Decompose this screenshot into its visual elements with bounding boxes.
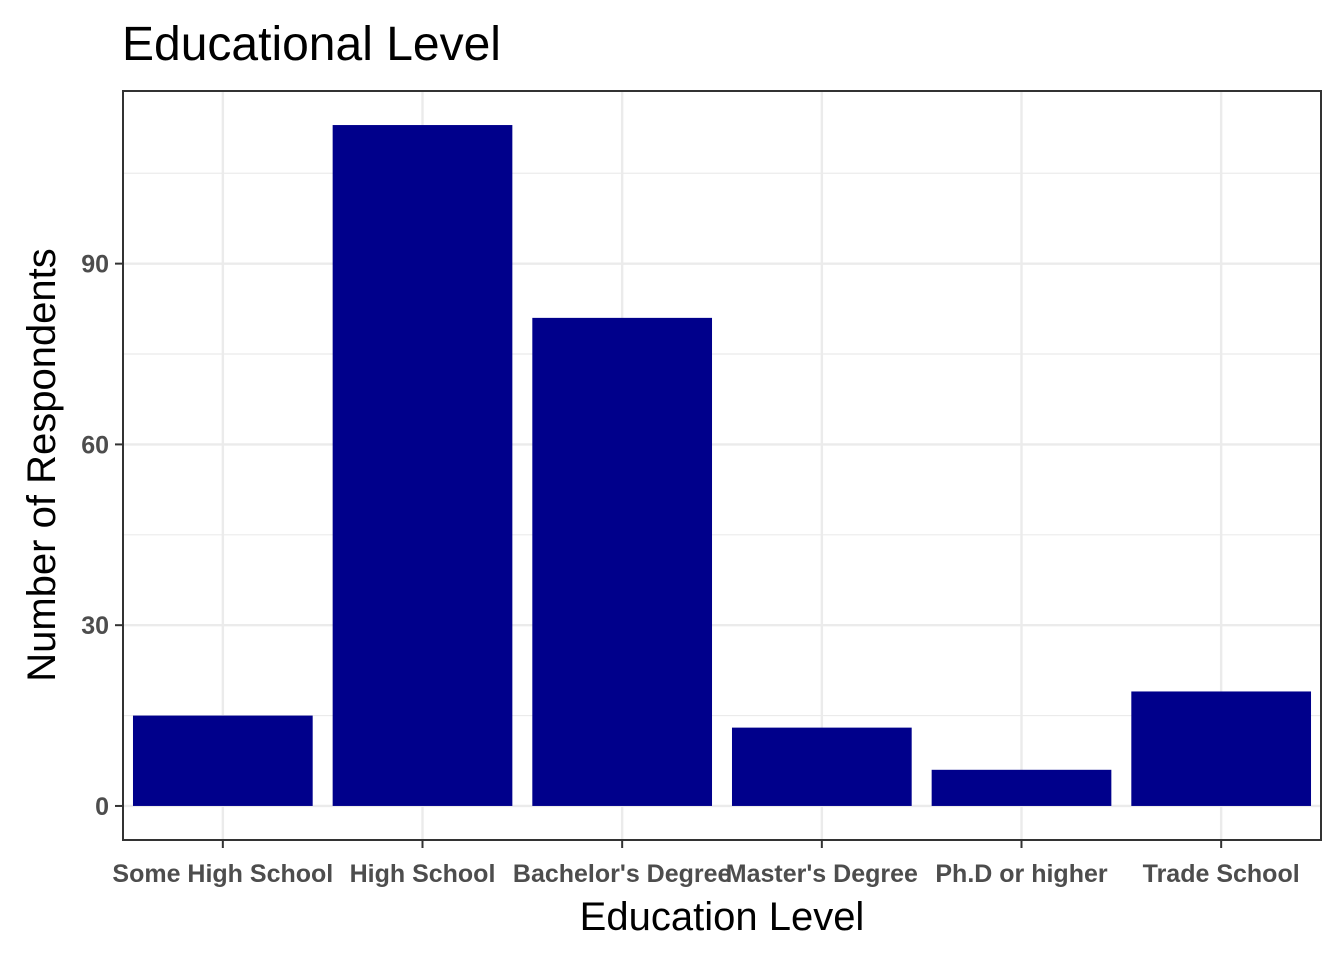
y-tick-label: 0 xyxy=(95,793,109,821)
y-tick-label: 30 xyxy=(81,612,109,640)
x-tick-label: High School xyxy=(350,860,496,888)
y-tick-label: 60 xyxy=(81,431,109,459)
x-tick-label: Some High School xyxy=(112,860,333,888)
bar xyxy=(132,715,313,806)
bar xyxy=(731,727,912,806)
chart-title: Educational Level xyxy=(122,18,501,71)
x-axis-ticks: Some High School High School Bachelor's De… xyxy=(112,840,1300,888)
panel-border xyxy=(122,90,1322,841)
bar xyxy=(332,125,513,806)
bar xyxy=(931,769,1112,806)
x-tick-label: Master's Degree xyxy=(726,860,918,888)
x-tick-label: Ph.D or higher xyxy=(935,860,1108,888)
y-axis-ticks: 0 30 60 90 xyxy=(81,251,123,821)
x-tick-label: Trade School xyxy=(1143,860,1300,888)
y-axis-title: Number of Respondents xyxy=(20,248,64,682)
bar xyxy=(1131,691,1312,806)
x-axis-title: Education Level xyxy=(580,895,865,939)
bar xyxy=(532,317,713,806)
bars xyxy=(132,125,1312,806)
x-tick-label: Bachelor's Degree xyxy=(513,860,732,888)
y-tick-label: 90 xyxy=(81,251,109,279)
